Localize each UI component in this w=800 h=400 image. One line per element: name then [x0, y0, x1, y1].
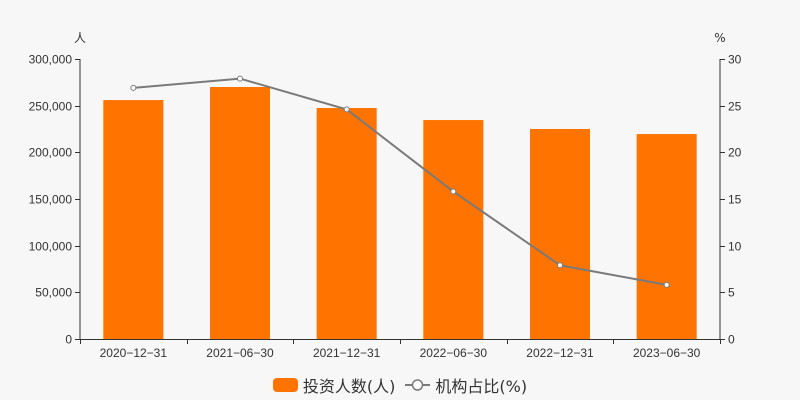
line-series — [130, 75, 670, 288]
x-tick-label: 2021−06−30 — [206, 346, 274, 360]
line-marker-icon — [405, 379, 431, 391]
left-tick-label: 100,000 — [29, 240, 73, 254]
right-tick-label: 30 — [728, 53, 742, 67]
left-tick-label: 300,000 — [29, 53, 73, 67]
right-tick-label: 5 — [728, 286, 735, 300]
right-tick-label: 10 — [728, 240, 742, 254]
bar-series — [103, 87, 697, 339]
x-tick-label: 2022−12−31 — [526, 346, 594, 360]
left-y-axis: 0 50,000 100,000 150,000 200,000 250,000 300,0… — [29, 53, 81, 347]
x-tick-label: 2021−12−31 — [313, 346, 381, 360]
line-point[interactable] — [130, 84, 137, 91]
line-point[interactable] — [343, 106, 350, 113]
bar[interactable] — [636, 134, 697, 339]
right-tick-label: 25 — [728, 100, 742, 114]
legend-item-investors[interactable]: 投资人数(人) — [272, 373, 396, 397]
left-axis-unit: 人 — [74, 31, 86, 45]
left-tick-label: 250,000 — [29, 100, 73, 114]
bar[interactable] — [316, 108, 377, 339]
bar-swatch-icon — [272, 378, 298, 392]
left-tick-label: 150,000 — [29, 193, 73, 207]
legend-item-institution-ratio[interactable]: 机构占比(%) — [405, 373, 527, 397]
bar[interactable] — [423, 120, 484, 339]
left-tick-label: 50,000 — [35, 286, 72, 300]
legend-label-investors: 投资人数(人) — [302, 377, 396, 396]
right-axis-unit: % — [714, 31, 725, 45]
x-tick-label: 2020−12−31 — [100, 346, 168, 360]
legend-label-institution-ratio: 机构占比(%) — [435, 377, 528, 396]
line-point[interactable] — [450, 188, 457, 195]
legend: 投资人数(人) 机构占比(%) — [0, 373, 800, 397]
right-tick-label: 0 — [728, 333, 735, 347]
line-point[interactable] — [557, 262, 563, 269]
right-tick-label: 15 — [728, 193, 742, 207]
left-tick-label: 200,000 — [29, 146, 73, 160]
x-axis: 2020−12−31 2021−06−30 2021−12−31 2022−06−30… — [80, 339, 721, 360]
x-tick-label: 2022−06−30 — [420, 346, 488, 360]
line-point[interactable] — [237, 75, 243, 82]
x-tick-label: 2023−06−30 — [633, 346, 701, 360]
left-tick-label: 0 — [65, 333, 72, 347]
bar[interactable] — [530, 129, 590, 339]
line-point[interactable] — [663, 281, 670, 288]
right-tick-label: 20 — [728, 146, 742, 160]
right-y-axis: 0 5 10 15 20 25 30 — [719, 53, 742, 347]
bar[interactable] — [103, 100, 164, 339]
bar[interactable] — [210, 87, 270, 339]
